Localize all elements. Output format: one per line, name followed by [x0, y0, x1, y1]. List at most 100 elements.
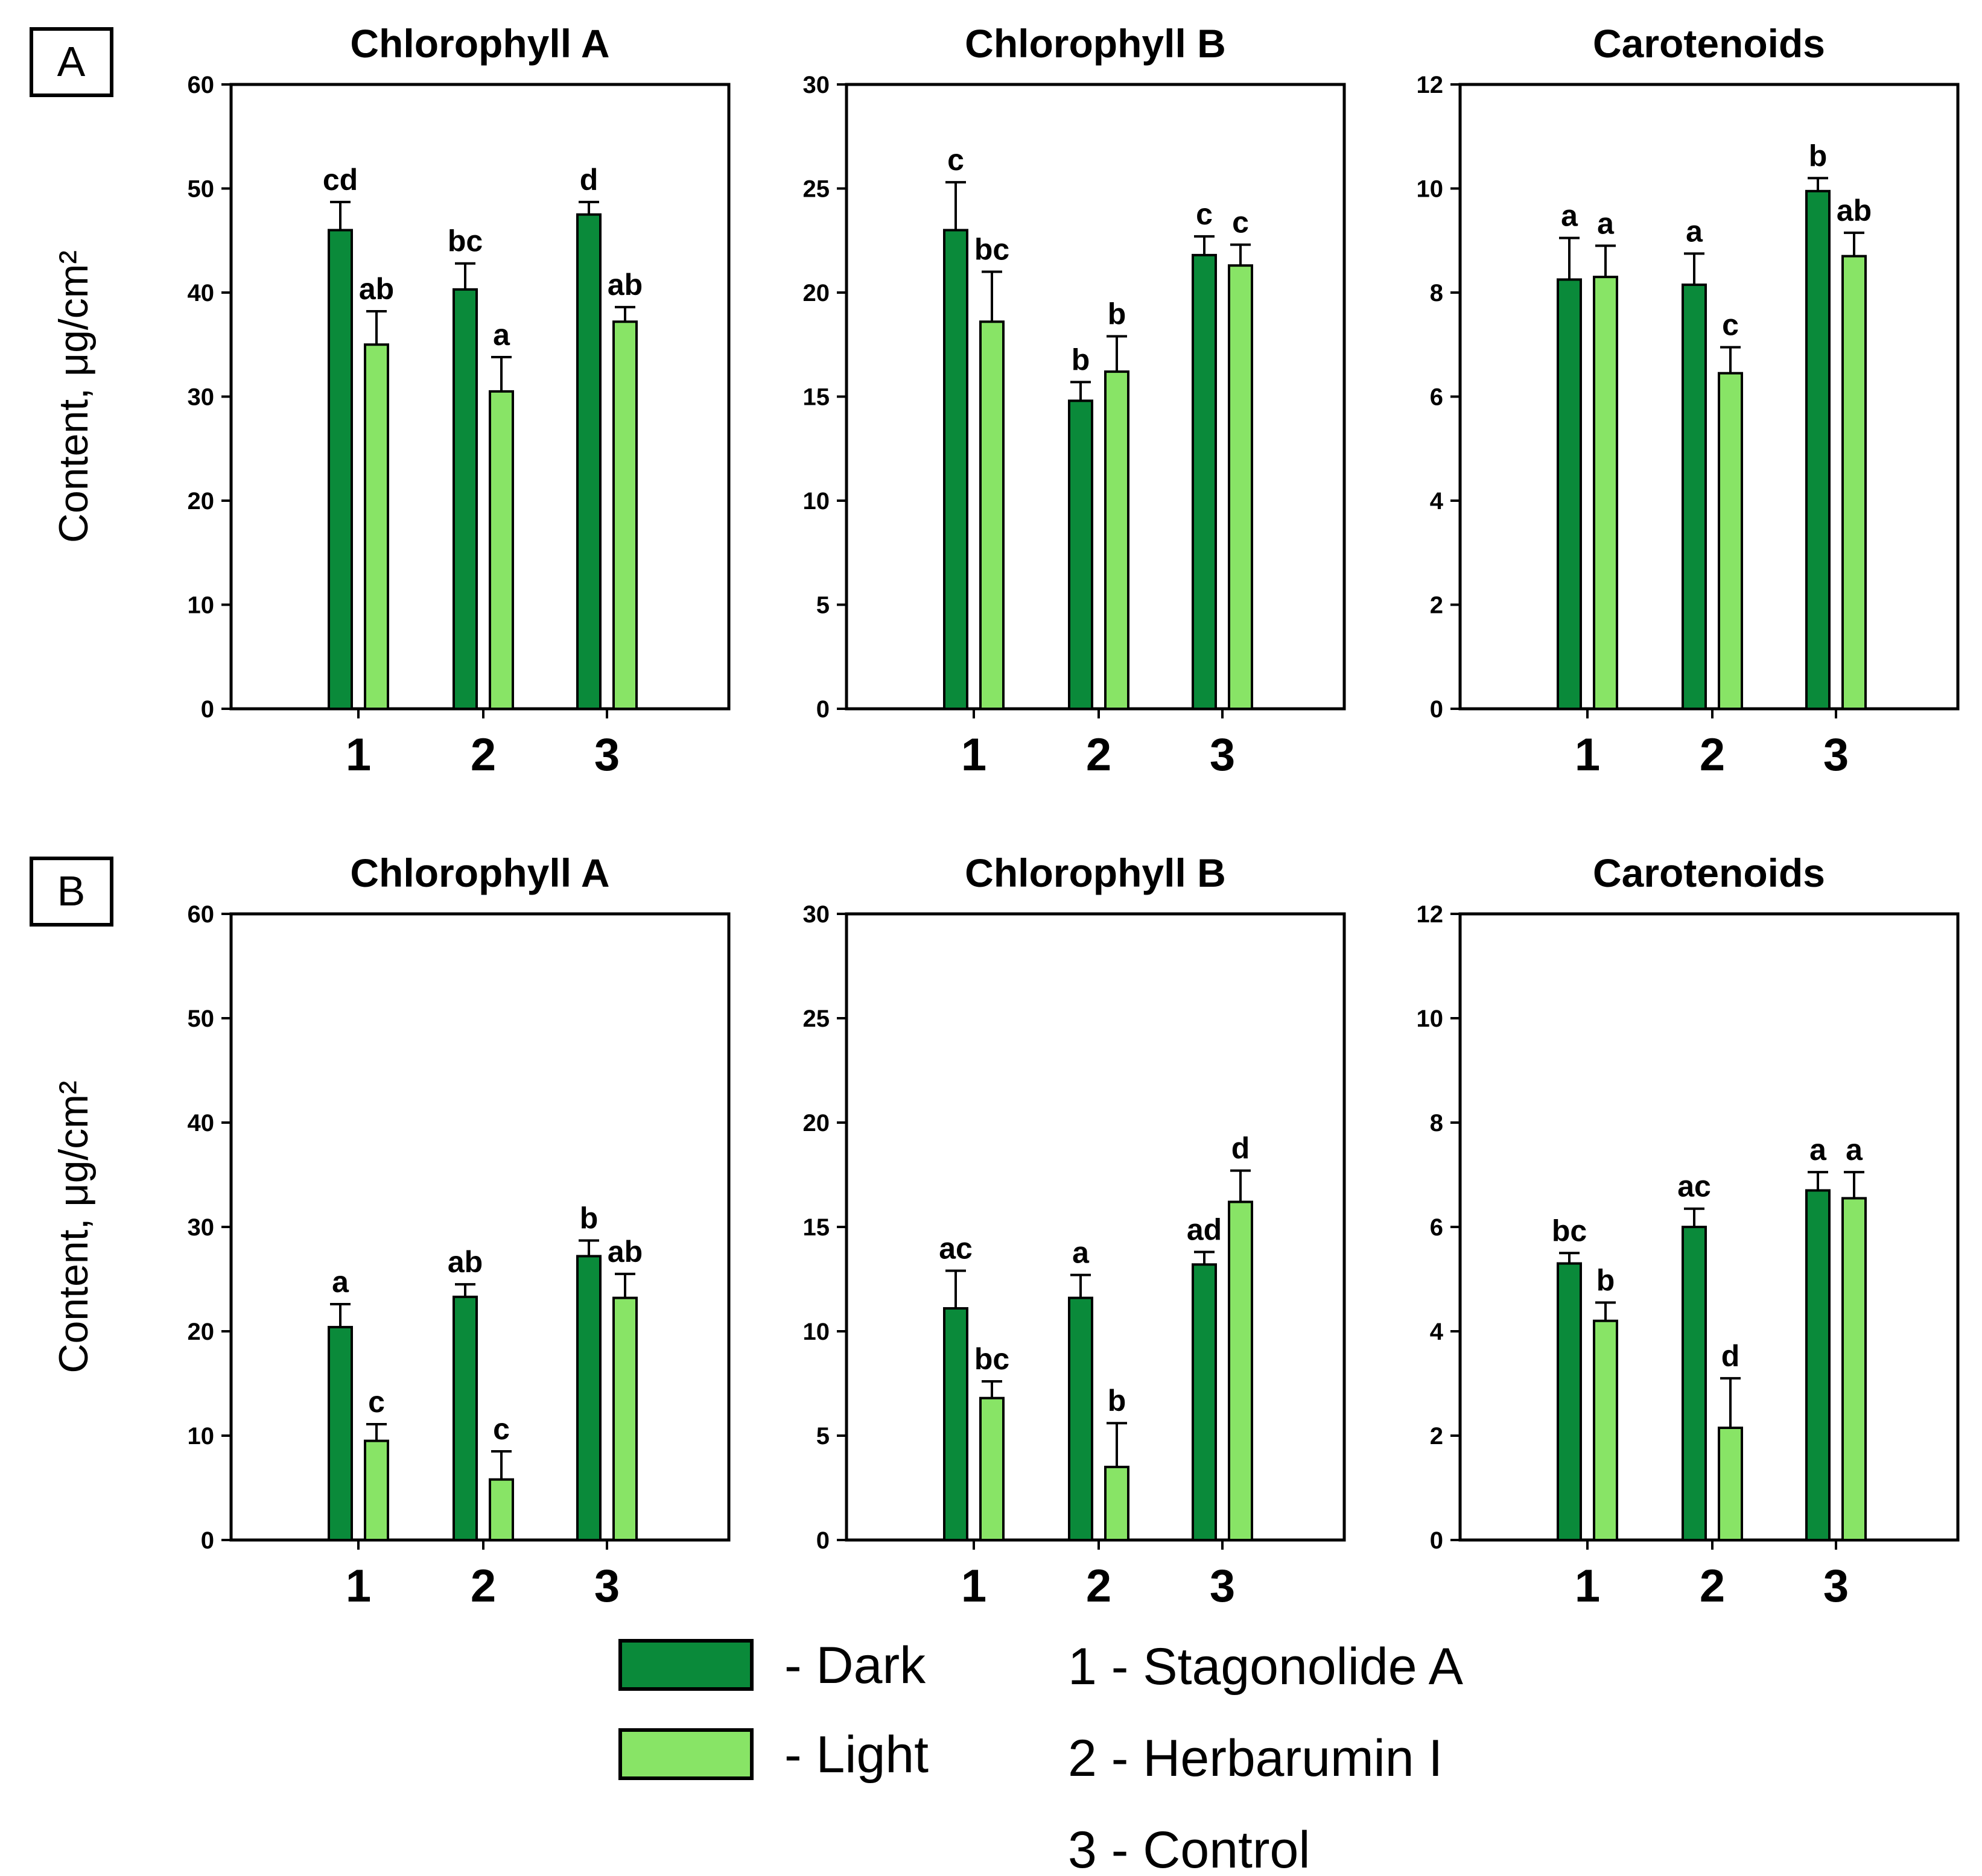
y-tick-label: 10 — [188, 1423, 215, 1450]
y-tick-label: 8 — [1430, 1110, 1443, 1136]
y-tick-label: 0 — [816, 1527, 830, 1554]
chart-panel: Chlorophyll A 0 10 20 30 40 50 60 1 2 3 cd bc d ab a ab — [188, 21, 731, 781]
y-tick-label: 25 — [803, 1006, 830, 1032]
y-tick-label: 15 — [803, 1214, 830, 1241]
y-tick-label: 50 — [188, 176, 215, 203]
row-label-box — [30, 27, 113, 97]
chart-panel: Chlorophyll B 0 5 10 15 20 25 30 1 2 3 ac a ad bc b d — [803, 851, 1346, 1612]
significance-letter: ab — [608, 1235, 643, 1269]
panel-title: Chlorophyll B — [965, 21, 1226, 66]
significance-letter: ac — [939, 1232, 973, 1266]
significance-letter: a — [1597, 206, 1615, 240]
bar-light — [1593, 276, 1618, 710]
bar-light — [489, 390, 514, 710]
plot-frame — [229, 83, 731, 711]
bar-dark — [1192, 253, 1217, 710]
significance-letter: a — [332, 1265, 349, 1299]
x-tick-label: 3 — [1823, 729, 1849, 781]
row-label: B — [57, 867, 86, 914]
y-tick-label: 60 — [188, 72, 215, 98]
bar-dark — [1192, 1263, 1217, 1542]
bar-dark — [328, 229, 353, 710]
significance-letter: c — [493, 1412, 510, 1446]
x-tick-label: 2 — [1700, 1561, 1725, 1612]
bar-light — [489, 1478, 514, 1541]
x-tick-label: 3 — [1823, 1561, 1849, 1612]
y-tick-label: 4 — [1430, 488, 1444, 515]
bar-light — [1841, 255, 1867, 710]
y-tick-label: 10 — [188, 592, 215, 619]
y-tick-label: 20 — [803, 1110, 830, 1136]
bar-light — [1718, 1427, 1743, 1541]
significance-letter: d — [1231, 1132, 1250, 1165]
legend-treatment: 2 - Herbarumin I — [1068, 1729, 1443, 1787]
significance-letter: a — [1561, 198, 1578, 232]
significance-letter: bc — [1552, 1214, 1587, 1247]
significance-letter: a — [1072, 1236, 1090, 1270]
significance-letter: bc — [974, 1342, 1009, 1376]
significance-letter: c — [947, 143, 964, 177]
bar-dark — [1068, 1296, 1093, 1541]
panel-title: Chlorophyll A — [350, 21, 609, 66]
legend-swatch-dark — [618, 1639, 754, 1691]
plot-frame — [845, 83, 1346, 711]
y-tick-label: 6 — [1430, 384, 1443, 411]
y-tick-label: 30 — [188, 1214, 215, 1241]
plot-frame — [1458, 83, 1960, 711]
significance-letter: b — [1596, 1263, 1615, 1297]
significance-letter: b — [1108, 1384, 1126, 1418]
row-label-box — [30, 857, 113, 927]
bar-dark — [943, 1307, 968, 1541]
y-tick-label: 0 — [1430, 696, 1443, 723]
panel-title: Carotenoids — [1593, 21, 1825, 66]
x-tick-label: 2 — [471, 729, 496, 781]
significance-letter: ab — [359, 272, 394, 306]
significance-letter: a — [1809, 1133, 1827, 1167]
bar-light — [1228, 1200, 1253, 1541]
y-tick-label: 30 — [188, 384, 215, 411]
x-tick-label: 2 — [471, 1561, 496, 1612]
bar-dark — [576, 1255, 602, 1541]
y-tick-label: 25 — [803, 176, 830, 203]
y-tick-label: 10 — [803, 1319, 830, 1345]
bar-dark — [1557, 278, 1582, 710]
x-tick-label: 1 — [961, 1561, 986, 1612]
significance-letter: a — [1846, 1133, 1863, 1167]
bar-dark — [1068, 399, 1093, 711]
legend-swatch-light — [618, 1728, 754, 1780]
bar-dark — [453, 288, 478, 710]
significance-letter: c — [1722, 308, 1739, 342]
significance-letter: bc — [974, 233, 1009, 267]
significance-letter: ab — [608, 268, 643, 302]
y-tick-label: 2 — [1430, 592, 1443, 619]
bar-light — [364, 343, 389, 710]
significance-letter: d — [1721, 1339, 1740, 1373]
x-tick-label: 3 — [594, 729, 620, 781]
significance-letter: c — [368, 1385, 385, 1419]
bar-light — [1104, 1465, 1129, 1541]
significance-letter: c — [1196, 197, 1213, 231]
y-tick-label: 6 — [1430, 1214, 1443, 1241]
bar-dark — [1805, 189, 1831, 710]
x-tick-label: 1 — [346, 729, 371, 781]
y-tick-label: 30 — [803, 72, 830, 98]
y-tick-label: 0 — [201, 696, 214, 723]
significance-letter: a — [493, 318, 510, 352]
panel-title: Chlorophyll A — [350, 851, 609, 895]
legend-label-light: - Light — [784, 1726, 929, 1784]
y-tick-label: 50 — [188, 1006, 215, 1032]
y-tick-label: 60 — [188, 901, 215, 928]
significance-letter: ac — [1677, 1170, 1711, 1203]
bar-dark — [328, 1326, 353, 1542]
bar-light — [612, 1296, 638, 1541]
plot-frame — [229, 912, 731, 1542]
y-tick-label: 40 — [188, 280, 215, 306]
x-tick-label: 2 — [1086, 1561, 1111, 1612]
legend-label-dark: - Dark — [784, 1637, 926, 1694]
y-tick-label: 40 — [188, 1110, 215, 1136]
x-tick-label: 3 — [1210, 1561, 1235, 1612]
x-tick-label: 3 — [594, 1561, 620, 1612]
significance-letter: c — [1232, 206, 1249, 239]
row-label: A — [57, 38, 86, 85]
